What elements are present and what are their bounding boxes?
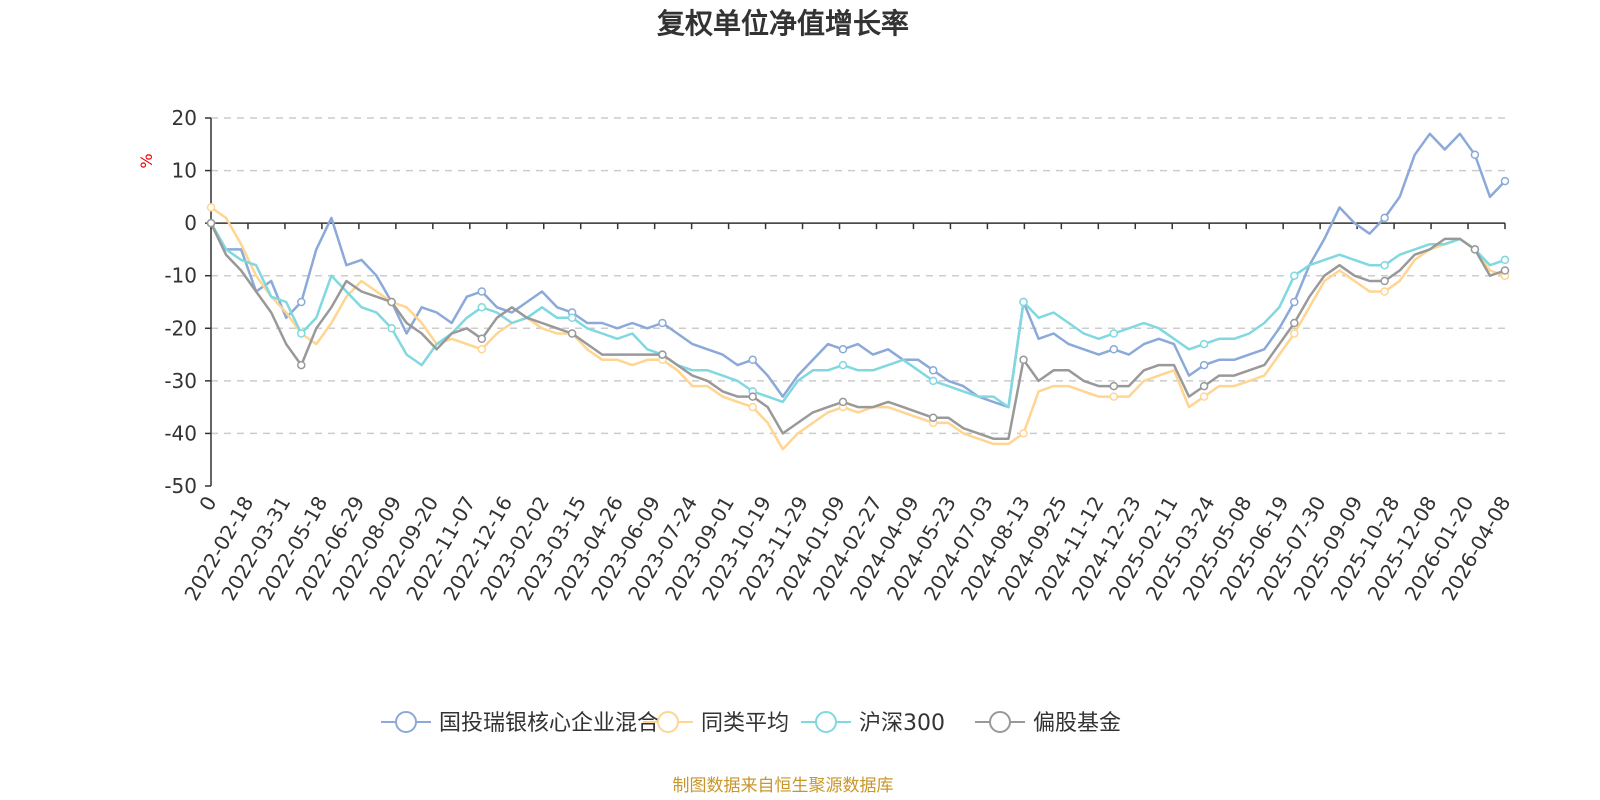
data-point: [297, 297, 306, 307]
data-point: [838, 360, 848, 370]
data-point: [928, 413, 938, 422]
data-point: [1019, 355, 1028, 365]
legend[interactable]: 国投瑞银核心企业混合 同类平均 沪深300 偏股基金: [381, 711, 1121, 736]
data-point: [1470, 150, 1480, 160]
series-4: [206, 218, 1510, 440]
source-note: 制图数据来自恒生聚源数据库: [673, 776, 894, 796]
legend-item-3[interactable]: 沪深300: [801, 711, 945, 736]
data-point: [1109, 392, 1119, 401]
y-axis: 20 10 0 -10 -20 -30 -40 -50: [164, 106, 212, 498]
data-point: [567, 329, 577, 338]
y-tick-label: -40: [164, 421, 197, 445]
y-tick-label: -20: [164, 316, 197, 340]
data-point: [658, 350, 667, 359]
data-point: [477, 303, 487, 312]
y-tick-label: -50: [164, 474, 197, 498]
data-point: [928, 366, 938, 375]
series-line: [209, 132, 1506, 409]
data-point: [748, 355, 757, 365]
data-point: [1500, 176, 1510, 186]
data-point: [1290, 297, 1299, 307]
data-point: [1500, 255, 1510, 265]
data-point: [206, 218, 216, 228]
series-lines: [206, 132, 1510, 451]
legend-label: 偏股基金: [1033, 711, 1121, 736]
data-point: [567, 313, 577, 323]
data-point: [928, 376, 938, 386]
data-point: [1290, 318, 1299, 328]
data-point: [1380, 260, 1389, 270]
data-point: [1380, 276, 1389, 286]
data-point: [658, 318, 667, 328]
legend-item-4[interactable]: 偏股基金: [975, 711, 1121, 736]
series-line: [209, 222, 1506, 440]
legend-label: 同类平均: [701, 711, 789, 736]
legend-marker: [657, 711, 679, 733]
data-point: [477, 345, 487, 354]
series-1: [206, 132, 1510, 409]
legend-marker: [989, 711, 1011, 733]
data-point: [1109, 329, 1119, 338]
data-point: [477, 287, 487, 296]
data-point: [1199, 360, 1209, 370]
data-point: [1380, 213, 1389, 223]
legend-item-1[interactable]: 国投瑞银核心企业混合: [381, 711, 659, 736]
data-point: [387, 324, 396, 333]
data-point: [1019, 297, 1028, 307]
series-line: [210, 206, 1506, 451]
series-3: [206, 218, 1510, 409]
y-tick-label: -30: [164, 369, 197, 393]
data-point: [748, 402, 757, 412]
data-point: [1500, 266, 1510, 275]
legend-item-2[interactable]: 同类平均: [643, 711, 789, 736]
data-point: [1199, 392, 1209, 401]
data-point: [1199, 339, 1209, 349]
data-point: [1199, 381, 1209, 391]
y-tick-label: 20: [172, 106, 197, 130]
data-point: [1290, 329, 1299, 338]
series-line: [209, 222, 1506, 409]
x-tick-label: 0: [194, 492, 221, 515]
legend-label: 沪深300: [859, 711, 945, 736]
data-point: [297, 329, 306, 338]
y-tick-label: 10: [172, 159, 197, 183]
data-point: [1290, 271, 1299, 280]
y-tick-label: 0: [184, 211, 197, 235]
legend-label: 国投瑞银核心企业混合: [439, 711, 659, 736]
chart-title: 复权单位净值增长率: [657, 7, 909, 40]
data-point: [1019, 429, 1028, 438]
data-point: [297, 360, 306, 370]
data-point: [1380, 287, 1389, 296]
data-point: [838, 397, 848, 407]
data-point: [748, 392, 757, 401]
data-point: [206, 203, 216, 212]
data-point: [1470, 245, 1480, 254]
data-point: [1109, 381, 1119, 391]
y-axis-unit: %: [137, 153, 156, 168]
data-point: [1109, 345, 1119, 354]
data-point: [387, 297, 396, 307]
data-point: [477, 334, 487, 344]
legend-marker: [815, 711, 837, 733]
data-point: [838, 345, 848, 354]
grid: [211, 117, 1505, 435]
legend-marker: [395, 711, 417, 733]
y-tick-label: -10: [164, 264, 197, 288]
